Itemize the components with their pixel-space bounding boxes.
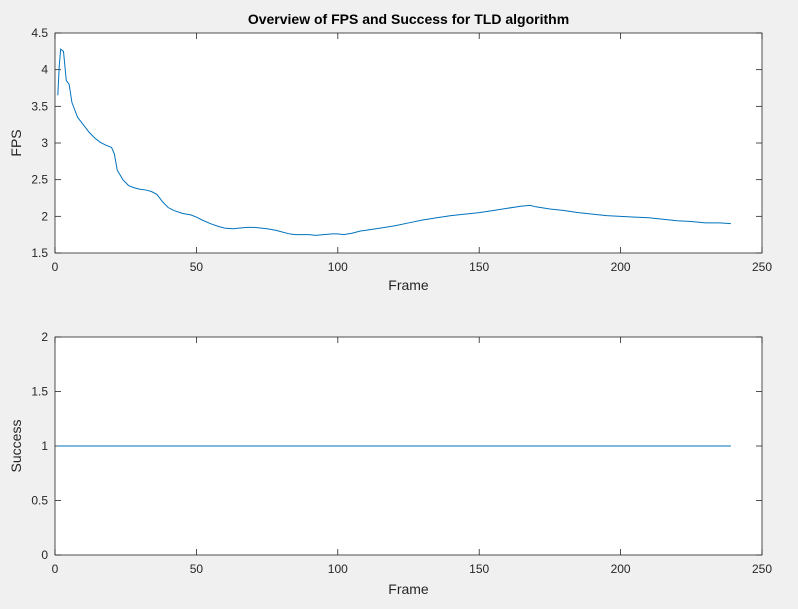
success-x-tick-label: 150: [469, 562, 489, 576]
fps-axis-ticks: 0 50 100 150 200 250 1.5 2 2.5 3 3.5 4 4.5: [31, 26, 772, 274]
fps-axes-box: [54, 32, 763, 254]
success-x-tick-label: 200: [611, 562, 631, 576]
fps-y-axis-label: FPS: [8, 129, 24, 156]
fps-y-tick-label: 3.5: [31, 99, 48, 113]
fps-x-tick-label: 200: [611, 260, 631, 274]
success-x-axis-label: Frame: [388, 581, 429, 597]
success-y-tick-label: 2: [41, 330, 48, 344]
chart-title: Overview of FPS and Success for TLD algo…: [248, 11, 569, 27]
fps-series-line: [57, 48, 731, 236]
success-subplot: 0 50 100 150 200 250 0 0.5 1 1.5 2 Frame Success: [8, 330, 772, 597]
fps-y-tick-label: 1.5: [31, 246, 48, 260]
success-y-tick-label: 1: [41, 439, 48, 453]
success-x-tick-label: 50: [190, 562, 204, 576]
fps-x-tick-label: 250: [752, 260, 772, 274]
fps-x-tick-label: 100: [328, 260, 348, 274]
success-x-tick-label: 100: [328, 562, 348, 576]
fps-y-tick-label: 4.5: [31, 26, 48, 40]
fps-y-tick-label: 4: [41, 63, 48, 77]
success-x-tick-label: 0: [52, 562, 59, 576]
success-y-tick-label: 0.5: [31, 494, 48, 508]
fps-y-tick-label: 2.5: [31, 173, 48, 187]
fps-y-tick-label: 3: [41, 136, 48, 150]
fps-x-tick-label: 0: [52, 260, 59, 274]
success-y-tick-label: 1.5: [31, 385, 48, 399]
fps-subplot: 0 50 100 150 200 250 1.5 2 2.5 3 3.5 4 4.5 Overview …: [8, 11, 772, 293]
fps-x-tick-label: 150: [469, 260, 489, 274]
fps-y-tick-label: 2: [41, 209, 48, 223]
fps-x-tick-label: 50: [190, 260, 204, 274]
success-y-tick-label: 0: [41, 548, 48, 562]
success-y-axis-label: Success: [8, 420, 24, 473]
fps-x-axis-label: Frame: [388, 277, 429, 293]
success-x-tick-label: 250: [752, 562, 772, 576]
success-axis-ticks: 0 50 100 150 200 250 0 0.5 1 1.5 2: [31, 330, 772, 576]
